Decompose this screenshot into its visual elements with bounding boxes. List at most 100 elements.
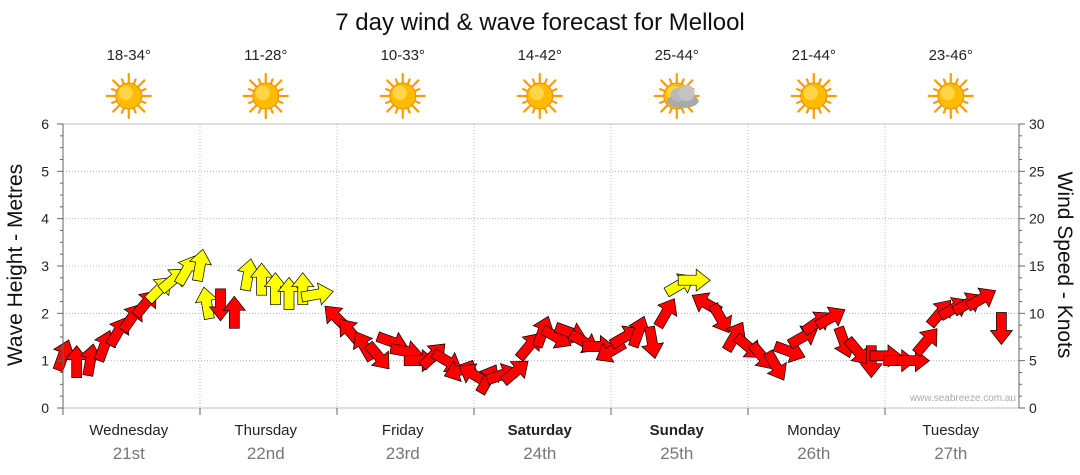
day-date: 27th [934,444,967,463]
sun-ray [551,100,558,104]
right-tick-label: 30 [1029,116,1045,132]
sun-icon [242,72,289,120]
day-date: 22nd [247,444,285,463]
sun-ray [933,88,939,92]
sun-ray [955,78,959,85]
sun-ray [394,107,399,114]
sun-icon [927,72,974,120]
sun-ray [933,100,939,104]
sun-ray [274,79,283,88]
sun-highlight [529,85,544,101]
wind-arrow [677,268,711,292]
temp-range: 25-44° [655,47,699,64]
sun-highlight [392,85,407,101]
sun-ray [386,79,394,88]
right-tick-label: 0 [1029,400,1037,416]
sun-ray [407,107,411,114]
sun-ray [248,88,254,92]
temp-range: 10-33° [381,47,425,64]
day-label: Saturday [508,422,573,439]
sun-ray [120,78,125,85]
sun-ray [140,88,147,92]
right-axis-title: Wind Speed - Knots [1053,172,1076,359]
sun-ray [660,104,668,113]
sun-ray [659,88,665,92]
temp-range: 21-44° [792,47,836,64]
day-label: Tuesday [922,422,979,439]
left-tick-label: 3 [41,258,49,274]
wind-arrow [653,298,678,330]
sun-ray [548,104,557,113]
day-date: 23rd [386,444,420,463]
wind-arrow [912,328,938,357]
temp-range: 23-46° [929,47,973,64]
partly-cloudy-icon [653,72,700,120]
sun-ray [270,107,274,114]
wind-arrow [514,333,541,362]
right-tick-label: 20 [1029,211,1045,227]
wind-arrow [641,325,665,359]
sun-ray [668,78,673,85]
temp-range: 18-34° [107,47,151,64]
sun-ray [120,107,125,114]
sun-ray [796,88,802,92]
sun-ray [385,100,391,104]
sun-ray [797,104,805,113]
right-tick-label: 25 [1029,163,1045,179]
sun-ray [659,100,665,104]
wind-arrow [814,306,846,331]
sun-ray [277,100,284,104]
sun-highlight [118,85,133,101]
sun-ray [385,88,391,92]
sun-ray [942,107,947,114]
right-tick-label: 15 [1029,258,1045,274]
sun-ray [394,78,399,85]
sun-ray [822,79,831,88]
sun-ray [522,88,528,92]
credit-text: www.seabreeze.com.au [909,393,1016,404]
sun-ray [962,88,969,92]
sun-ray [249,79,257,88]
day-label: Wednesday [89,422,168,439]
wind-arrow [989,312,1014,346]
sun-ray [407,78,411,85]
day-label: Thursday [234,422,297,439]
sun-ray [111,88,117,92]
sun-icon [105,72,152,120]
day-label: Monday [787,422,841,439]
sun-ray [140,100,147,104]
left-tick-label: 1 [41,353,49,369]
temp-range: 11-28° [244,47,287,64]
sun-ray [248,100,254,104]
wind-arrow [222,295,247,329]
right-tick-label: 5 [1029,353,1037,369]
day-label: Friday [382,422,424,439]
sun-ray [522,100,528,104]
sun-ray [133,107,137,114]
sun-ray [133,78,137,85]
sun-ray [249,104,257,113]
sun-ray [270,78,274,85]
wind-arrow [364,340,390,370]
sun-ray [959,104,968,113]
sun-ray [523,104,531,113]
sun-ray [796,100,802,104]
sun-ray [962,100,969,104]
day-date: 26th [797,444,830,463]
sun-ray [274,104,283,113]
left-tick-label: 2 [41,305,49,321]
sun-ray [825,88,832,92]
wind-arrow [964,287,997,312]
sun-ray [959,79,968,88]
sun-ray [934,104,942,113]
right-axis: 0 5 10 15 20 25 30 [1018,116,1045,416]
temp-range: 14-42° [518,47,562,64]
sun-ray [934,79,942,88]
sun-icon [790,72,837,120]
sun-ray [531,78,536,85]
sun-ray [257,107,262,114]
sun-ray [111,100,117,104]
sun-ray [544,78,548,85]
right-tick-label: 10 [1029,305,1045,321]
